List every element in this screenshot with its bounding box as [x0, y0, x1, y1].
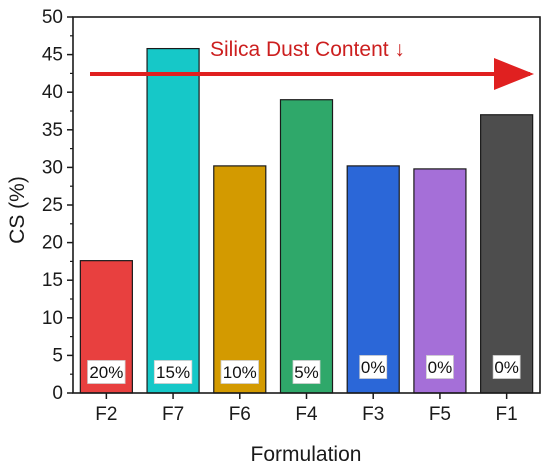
- data-label: 10%: [223, 363, 257, 382]
- bar-f7: [146, 47, 200, 394]
- data-label: 20%: [89, 363, 123, 382]
- x-tick-label: F2: [95, 404, 117, 425]
- y-tick-label: 45: [42, 45, 63, 66]
- bar-f6: [213, 165, 267, 394]
- x-tick-label: F3: [362, 404, 384, 425]
- x-axis-title: Formulation: [251, 443, 362, 466]
- x-tick-label: F5: [429, 404, 451, 425]
- y-tick-label: 30: [42, 157, 63, 178]
- bar-f4: [279, 99, 334, 394]
- y-tick-label: 10: [42, 308, 63, 329]
- y-tick-label: 0: [52, 383, 63, 404]
- y-tick-label: 5: [52, 345, 63, 366]
- x-tick-label: F6: [229, 404, 251, 425]
- y-tick-label: 40: [42, 82, 63, 103]
- data-label-box: [359, 355, 388, 379]
- y-tick-label: 50: [42, 7, 63, 28]
- silica-dust-annotation: Silica Dust Content ↓: [90, 38, 534, 90]
- annotation-label: Silica Dust Content ↓: [210, 38, 405, 61]
- data-label: 15%: [156, 363, 190, 382]
- data-label-box: [292, 360, 321, 384]
- data-label-box: [220, 360, 259, 384]
- plot-area: 20% 15% 10% 5% 0% 0% 0%: [79, 47, 534, 394]
- x-tick-label: F1: [496, 404, 518, 425]
- y-tick-label: 35: [42, 120, 63, 141]
- x-tick-label: F7: [162, 404, 184, 425]
- data-label-box: [426, 355, 454, 379]
- data-label-box: [492, 355, 521, 379]
- y-axis-title: CS (%): [6, 176, 29, 244]
- data-label-box: [87, 360, 126, 384]
- y-tick-label: 25: [42, 195, 63, 216]
- data-label-box: [153, 360, 193, 384]
- x-tick-label: F4: [295, 404, 318, 425]
- data-label: 0%: [361, 358, 386, 377]
- data-label: 0%: [494, 358, 519, 377]
- data-label: 0%: [428, 358, 453, 377]
- y-tick-label: 15: [42, 270, 63, 291]
- axes: CS (%) Formulation 0 5 10 15 20 25 30 35 40 45 50 F…: [6, 7, 541, 466]
- data-label: 5%: [294, 363, 319, 382]
- bar-f1: [480, 114, 534, 394]
- y-tick-label: 20: [42, 233, 63, 254]
